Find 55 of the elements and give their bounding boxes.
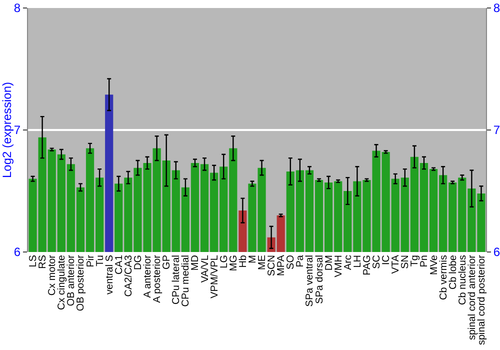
x-tick-label: MG [228, 254, 240, 272]
x-tick-label: Cb nucleus [457, 255, 468, 306]
x-tick-label: DG [132, 254, 144, 270]
x-tick-label: SN [400, 255, 412, 269]
x-tick-label: CPu medial [180, 255, 192, 307]
x-tick-label: SO [286, 254, 297, 270]
x-tick-label: Cb lobe [448, 254, 459, 290]
y-tick-label: 7 [14, 123, 21, 138]
x-tick-label: OB anterior [66, 254, 78, 306]
x-tick-label: Pn [419, 255, 430, 268]
x-tick-label: RS [38, 254, 49, 269]
x-tick-label: VA/VL [200, 254, 211, 283]
x-tick-label: MD [190, 255, 202, 271]
x-tick-label: VMH [333, 255, 344, 278]
x-tick-label: Pir [85, 254, 96, 268]
x-tick-label: Hb [238, 254, 249, 268]
x-tick-label: LS [28, 254, 40, 268]
x-tick-label: spinal cord posterior [476, 254, 488, 346]
x-tick-label: CA2/CA3 [123, 254, 134, 297]
x-tick-label: DM [324, 255, 335, 271]
x-tick-label: Tu [94, 255, 106, 266]
x-tick-label: Pa [295, 254, 306, 268]
x-tick-label: Arc [342, 255, 354, 270]
x-tick-label: A anterior [142, 254, 154, 298]
x-tick-label: A posterior [152, 254, 164, 303]
y2-tick-label: 8 [493, 1, 500, 16]
x-tick-label: GP [162, 254, 173, 270]
x-tick-label: VTA [390, 254, 402, 274]
x-tick-label: OB posterior [76, 254, 87, 312]
x-tick-label: Tg [410, 255, 421, 267]
y-axis-title: Log2 (expression) [0, 82, 14, 178]
x-tick-label: spinal cord anterior [466, 254, 478, 340]
x-tick-label: SC [372, 255, 383, 269]
x-tick-label: CPu lateral [171, 255, 182, 304]
x-tick-label: SCN [266, 255, 278, 276]
x-tick-label: VPM/VPL [209, 254, 220, 298]
x-tick-label: MVe [428, 254, 440, 276]
y2-tick-label: 7 [493, 123, 500, 138]
x-tick-label: MPA [276, 254, 288, 276]
x-tick-label: Cx cingulate [56, 254, 68, 310]
y2-tick-label: 6 [493, 245, 500, 260]
x-tick-label: Cb vermis [438, 255, 450, 300]
x-tick-label: LH [352, 255, 364, 268]
x-tick-label: ventral S [104, 254, 116, 294]
y-tick-label: 6 [14, 245, 21, 260]
x-tick-label: PAG [362, 254, 373, 276]
x-tick-label: SPa dorsal [314, 255, 326, 304]
x-tick-label: ME [257, 254, 268, 270]
x-tick-label: LG [218, 254, 230, 268]
x-tick-label: IC [381, 255, 392, 265]
x-tick-label: CA1 [114, 254, 125, 274]
x-tick-label: Cx motor [47, 254, 58, 296]
y-tick-label: 8 [14, 1, 21, 16]
x-tick-label: M [247, 255, 258, 264]
x-tick-label: SPa ventral [304, 255, 316, 307]
